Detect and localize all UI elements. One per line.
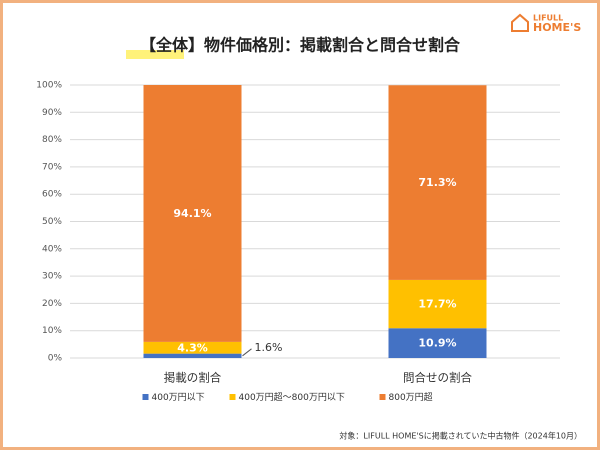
y-tick-label: 90% [42, 108, 62, 118]
bar-segment [388, 85, 487, 280]
bar-segment [388, 279, 487, 329]
y-tick-label: 20% [42, 299, 62, 309]
data-label: 10.9% [418, 337, 456, 350]
data-label: 17.7% [418, 298, 456, 311]
y-tick-label: 0% [48, 354, 63, 364]
y-tick-label: 80% [42, 135, 62, 145]
y-tick-label: 60% [42, 190, 62, 200]
data-label: 4.3% [177, 341, 208, 354]
bar-segment [143, 341, 242, 354]
x-tick-label: 掲載の割合 [164, 371, 222, 385]
logo: LIFULL HOME'S [511, 13, 581, 34]
data-label: 94.1% [173, 207, 211, 220]
logo-icon [511, 13, 529, 32]
y-tick-label: 50% [42, 217, 62, 227]
y-tick-label: 40% [42, 244, 62, 254]
chart-title: 【全体】物件価格別：掲載割合と問合せ割合 [140, 36, 461, 55]
logo-text: LIFULL [533, 14, 563, 23]
legend-swatch [142, 394, 149, 400]
legend-swatch [379, 394, 386, 400]
legend-swatch [229, 394, 236, 400]
bar-segment [143, 353, 242, 358]
y-tick-label: 10% [42, 326, 62, 336]
leader-line [242, 348, 252, 357]
bar-segment [388, 328, 487, 358]
y-tick-label: 30% [42, 272, 62, 282]
x-tick-label: 問合せの割合 [403, 371, 472, 385]
y-tick-label: 100% [36, 81, 62, 91]
bar-segment [143, 85, 242, 342]
data-label: 1.6% [255, 341, 283, 354]
legend-label: 400万円超～800万円以下 [239, 391, 345, 403]
legend-label: 800万円超 [389, 391, 433, 403]
title-highlight [126, 50, 184, 59]
y-tick-label: 70% [42, 162, 62, 172]
logo-text: HOME'S [533, 21, 581, 34]
legend-label: 400万円以下 [152, 392, 205, 403]
data-label: 71.3% [418, 176, 456, 189]
footnote: 対象：LIFULL HOME'Sに掲載されていた中古物件（2024年10月） [339, 431, 582, 441]
